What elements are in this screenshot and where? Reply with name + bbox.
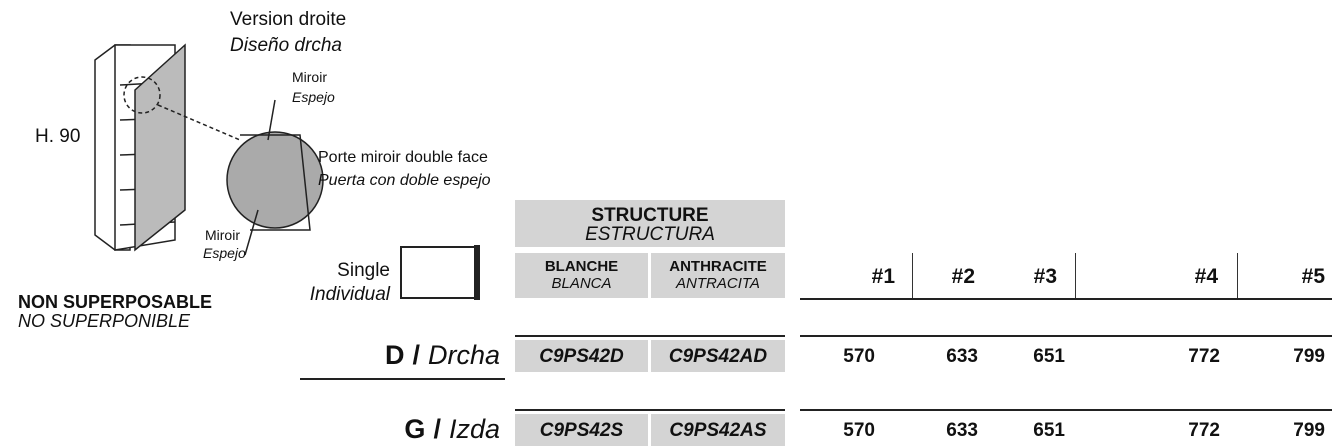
row-label-part: / [433, 414, 441, 444]
text: Porte miroir double face [318, 149, 488, 166]
ref-bg [515, 414, 648, 446]
ref: C9PS42S [539, 420, 624, 441]
price: 633 [946, 420, 978, 441]
price-header: #5 [1301, 265, 1325, 288]
header: STRUCTURE [591, 205, 709, 226]
text: Miroir [292, 69, 327, 85]
ref-bg [651, 340, 785, 372]
price: 570 [843, 420, 875, 441]
text: H. 90 [35, 126, 81, 147]
text: Puerta con doble espejo [318, 172, 491, 189]
text: Diseño drcha [230, 35, 342, 56]
header: ESTRUCTURA [585, 224, 715, 245]
price-header: #2 [951, 265, 975, 288]
separator [912, 253, 913, 298]
header-bg [515, 200, 785, 247]
row-label-part: Drcha [427, 340, 500, 370]
price: 570 [843, 346, 875, 367]
row-label: G / Izda [404, 416, 500, 443]
text: Miroir [205, 227, 240, 243]
rule [300, 378, 505, 380]
row-label: D / Drcha [385, 342, 500, 369]
ref: C9PS42D [539, 346, 624, 367]
finish-bg [515, 253, 648, 298]
separator [1075, 253, 1076, 298]
price: 633 [946, 346, 978, 367]
finish: ANTHRACITE [669, 258, 767, 275]
price: 772 [1188, 346, 1220, 367]
finish: BLANCHE [544, 258, 619, 275]
rule [515, 409, 785, 411]
finish: ANTRACITA [676, 275, 760, 292]
rule [515, 335, 785, 337]
row-label-part: D [384, 340, 405, 370]
price: 651 [1033, 346, 1065, 367]
text: Individual [309, 284, 390, 305]
row-label-part: / [412, 340, 420, 370]
text: Espejo [292, 89, 335, 105]
ref-bg [651, 414, 785, 446]
ref-bg [515, 340, 648, 372]
row-label-part: Izda [448, 414, 500, 444]
rule [800, 409, 1332, 411]
price-header: #3 [1033, 265, 1057, 288]
rule [800, 298, 1332, 300]
price: 772 [1188, 420, 1220, 441]
ref: C9PS42AS [669, 420, 767, 441]
ref: C9PS42AD [668, 346, 768, 367]
finish-bg [651, 253, 785, 298]
separator [1237, 253, 1238, 298]
price-header: #4 [1194, 265, 1218, 288]
row-label-part: G [404, 414, 426, 444]
text: Version droite [230, 9, 347, 30]
text: NO SUPERPONIBLE [18, 311, 191, 331]
text: NON SUPERPOSABLE [18, 292, 213, 312]
price-header: #1 [871, 265, 895, 288]
rule [800, 335, 1332, 337]
price: 651 [1033, 420, 1065, 441]
text: Single [337, 260, 390, 281]
text: Espejo [203, 245, 246, 261]
price: 799 [1293, 420, 1325, 441]
finish: BLANCA [551, 275, 612, 292]
price: 799 [1293, 346, 1325, 367]
